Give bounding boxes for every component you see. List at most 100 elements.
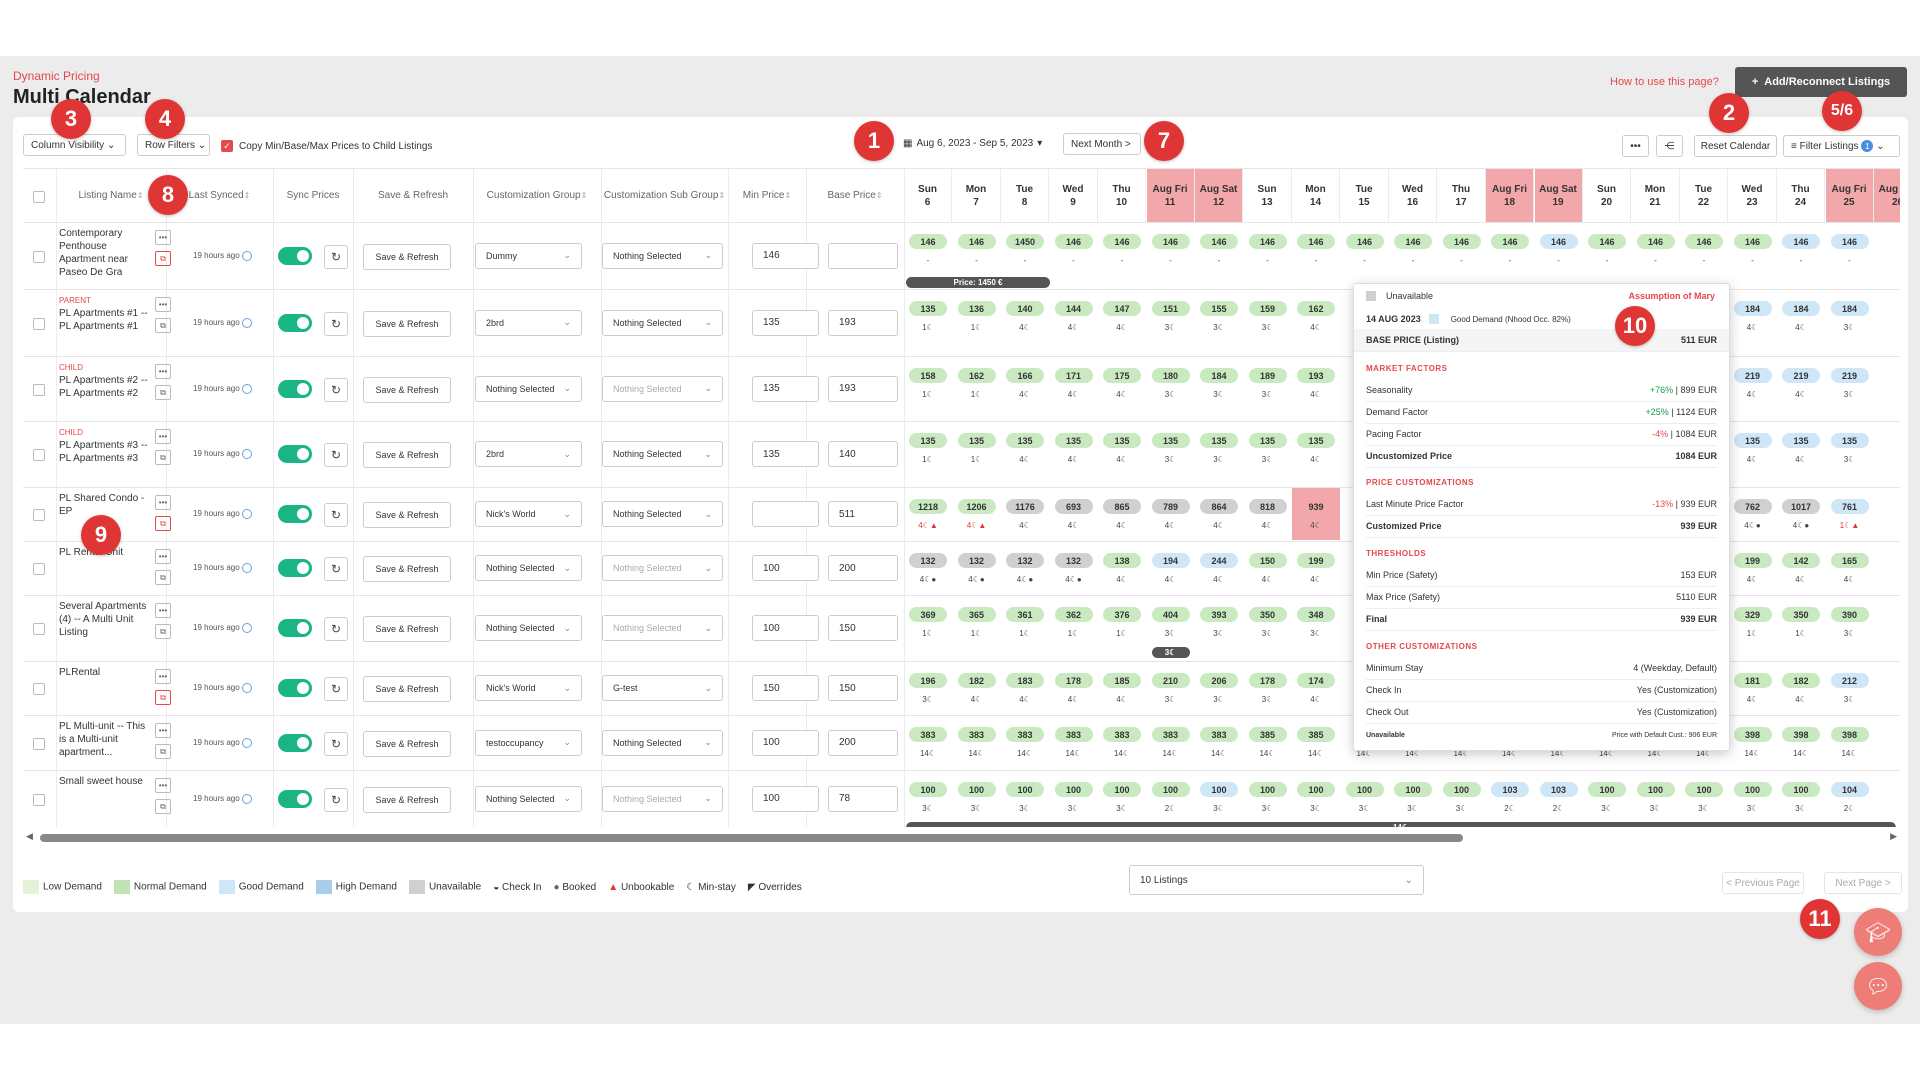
- price-cell[interactable]: 146: [1830, 234, 1869, 249]
- price-cell[interactable]: 146: [1782, 234, 1820, 249]
- price-cell[interactable]: 146: [1248, 234, 1287, 249]
- listing-name-text[interactable]: PL Apartments #2 -- PL Apartments #2: [59, 375, 148, 399]
- price-cell[interactable]: 398: [1733, 727, 1772, 742]
- price-cell[interactable]: 865: [1103, 499, 1141, 514]
- price-cell[interactable]: 100: [1782, 782, 1820, 797]
- customization-subgroup-select[interactable]: Nothing Selected: [602, 501, 723, 527]
- info-icon[interactable]: [241, 250, 252, 261]
- price-cell[interactable]: 100: [1636, 782, 1675, 797]
- base-price-input[interactable]: 150: [828, 675, 898, 701]
- save-refresh-button[interactable]: Save & Refresh: [363, 442, 451, 468]
- price-cell[interactable]: 162: [1297, 301, 1335, 316]
- column-header-2[interactable]: Sync Prices: [273, 169, 353, 222]
- price-cell[interactable]: 376: [1103, 607, 1141, 622]
- row-checkbox[interactable]: [33, 737, 45, 755]
- price-cell[interactable]: 864: [1200, 499, 1238, 514]
- customization-subgroup-select[interactable]: Nothing Selected: [602, 242, 723, 269]
- price-cell[interactable]: 135: [909, 301, 947, 316]
- price-cell[interactable]: 398: [1830, 727, 1869, 742]
- sort-icon[interactable]: ⇕: [243, 191, 251, 200]
- more-icon[interactable]: •••: [155, 603, 171, 618]
- price-cell[interactable]: 135: [1151, 433, 1190, 448]
- copy-icon[interactable]: ⧉: [155, 318, 171, 333]
- customization-group-select[interactable]: 2brd: [475, 441, 582, 467]
- price-cell[interactable]: 219: [1830, 368, 1869, 383]
- price-cell[interactable]: 146: [1103, 234, 1141, 249]
- price-cell[interactable]: 142: [1782, 553, 1820, 568]
- customization-subgroup-select[interactable]: G-test: [602, 675, 723, 701]
- sync-prices-toggle[interactable]: [278, 313, 312, 332]
- price-cell[interactable]: 146: [1588, 234, 1626, 249]
- price-cell[interactable]: 383: [957, 727, 996, 742]
- date-range-picker[interactable]: ▦ Aug 6, 2023 - Sep 5, 2023 ▾: [903, 138, 1042, 149]
- day-header-23[interactable]: Wed 23: [1729, 169, 1777, 222]
- sync-prices-toggle[interactable]: [278, 505, 312, 523]
- price-cell[interactable]: 100: [1006, 782, 1044, 797]
- price-cell[interactable]: 100: [1442, 782, 1481, 797]
- customization-group-select[interactable]: Nick's World: [475, 501, 582, 527]
- refresh-icon[interactable]: ↻: [324, 244, 348, 269]
- save-refresh-button[interactable]: Save & Refresh: [363, 243, 451, 270]
- column-header-6[interactable]: Min Price ⇕: [728, 169, 806, 222]
- listings-per-page-select[interactable]: 10 Listings: [1129, 865, 1424, 895]
- row-filters-dropdown[interactable]: Row Filters ⌄: [137, 134, 210, 156]
- graduation-cap-icon[interactable]: 🎓︎: [1854, 908, 1902, 956]
- day-header-10[interactable]: Thu 10: [1098, 169, 1146, 222]
- price-cell[interactable]: 210: [1151, 673, 1190, 688]
- reset-calendar-button[interactable]: Reset Calendar: [1694, 135, 1777, 157]
- min-price-input[interactable]: 100: [752, 729, 819, 756]
- more-icon[interactable]: •••: [155, 723, 171, 738]
- price-cell[interactable]: 383: [909, 727, 947, 742]
- price-cell[interactable]: 146: [1151, 234, 1190, 249]
- price-cell[interactable]: 146: [1491, 234, 1529, 249]
- base-price-input[interactable]: [828, 242, 898, 269]
- price-cell[interactable]: 135: [1782, 433, 1820, 448]
- price-cell[interactable]: 158: [909, 368, 947, 383]
- price-cell[interactable]: 146: [1636, 234, 1675, 249]
- price-cell[interactable]: 135: [957, 433, 996, 448]
- price-cell[interactable]: 136: [957, 301, 996, 316]
- day-header-9[interactable]: Wed 9: [1050, 169, 1098, 222]
- customization-group-select[interactable]: Dummy: [475, 242, 582, 269]
- sort-icon[interactable]: ⇕: [875, 191, 883, 200]
- select-all-checkbox[interactable]: [33, 190, 45, 208]
- price-cell[interactable]: 171: [1054, 368, 1093, 383]
- scrollbar-thumb[interactable]: [40, 834, 1463, 842]
- next-month-button[interactable]: Next Month >: [1063, 133, 1141, 155]
- day-header-11[interactable]: Aug Fri 11: [1146, 169, 1195, 222]
- refresh-icon[interactable]: ↻: [324, 311, 348, 336]
- customization-subgroup-select[interactable]: Nothing Selected: [602, 785, 723, 812]
- day-header-20[interactable]: Sun 20: [1583, 169, 1631, 222]
- refresh-icon[interactable]: ↻: [324, 557, 348, 581]
- price-cell[interactable]: 132: [1054, 553, 1093, 568]
- price-cell[interactable]: 146: [1394, 234, 1432, 249]
- price-cell[interactable]: 1176: [1006, 499, 1044, 514]
- listing-name-text[interactable]: PL Multi-unit -- This is a Multi-unit ap…: [59, 721, 146, 758]
- price-cell[interactable]: 181: [1733, 673, 1772, 688]
- copy-icon[interactable]: ⧉: [155, 690, 171, 705]
- price-cell[interactable]: 398: [1782, 727, 1820, 742]
- sync-prices-toggle[interactable]: [278, 559, 312, 577]
- customization-group-select[interactable]: testoccupancy: [475, 729, 582, 756]
- add-reconnect-listings-button[interactable]: + Add/Reconnect Listings: [1735, 67, 1907, 97]
- price-cell[interactable]: 132: [909, 553, 947, 568]
- price-cell[interactable]: 166: [1006, 368, 1044, 383]
- price-cell[interactable]: 100: [1588, 782, 1626, 797]
- price-cell[interactable]: 196: [909, 673, 947, 688]
- refresh-icon[interactable]: ↻: [324, 617, 348, 641]
- copy-icon[interactable]: ⧉: [155, 516, 171, 531]
- more-options-button[interactable]: •••: [1622, 135, 1649, 157]
- more-icon[interactable]: •••: [155, 429, 171, 444]
- refresh-icon[interactable]: ↻: [324, 503, 348, 527]
- price-cell[interactable]: 383: [1200, 727, 1238, 742]
- price-cell[interactable]: 348: [1297, 607, 1335, 622]
- price-cell[interactable]: 244: [1200, 553, 1238, 568]
- column-header-0[interactable]: Listing Name ⇕: [56, 169, 166, 222]
- price-cell[interactable]: 138: [1103, 553, 1141, 568]
- price-cell[interactable]: 146: [1054, 234, 1093, 249]
- day-header-12[interactable]: Aug Sat 12: [1195, 169, 1243, 222]
- listing-name-text[interactable]: Contemporary Penthouse Apartment near Pa…: [59, 228, 128, 278]
- info-icon[interactable]: [241, 383, 252, 394]
- price-cell[interactable]: 175: [1103, 368, 1141, 383]
- listing-name-text[interactable]: PLRental: [59, 667, 101, 678]
